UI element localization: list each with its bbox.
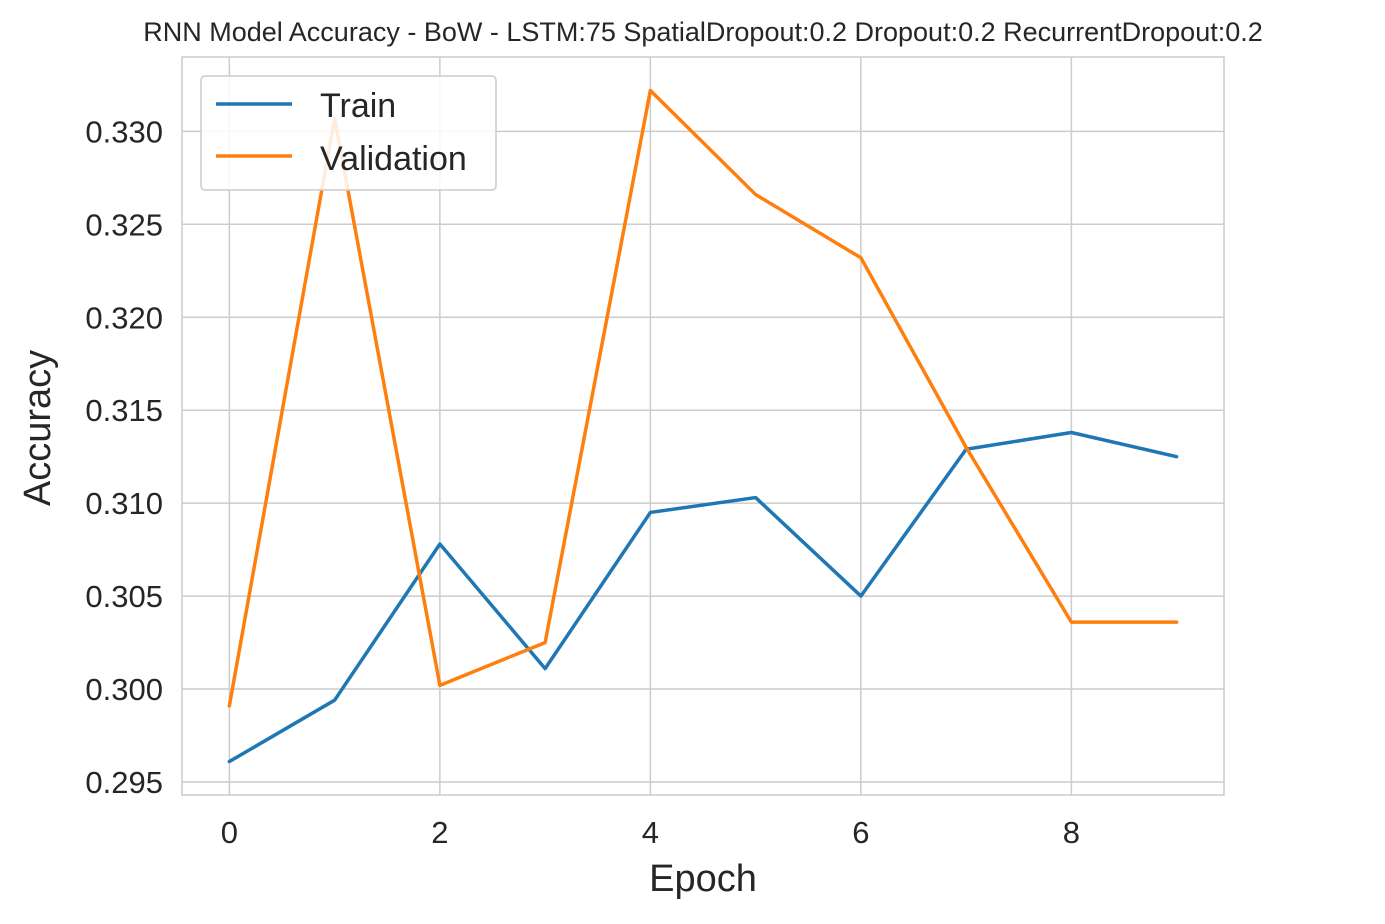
y-tick-label: 0.295: [85, 765, 163, 800]
legend-label-train: Train: [320, 87, 396, 125]
legend-label-validation: Validation: [320, 140, 467, 178]
y-tick-label: 0.320: [85, 300, 163, 335]
plot-frame: [181, 56, 1225, 796]
tick-labels: 0 2 4 6 8 0.295 0.300 0.305 0.310 0.315 0.320 0.325…: [85, 114, 1080, 850]
x-tick-label: 8: [1063, 815, 1080, 850]
x-axis-label: Epoch: [649, 858, 757, 900]
y-tick-label: 0.315: [85, 393, 163, 428]
x-tick-label: 2: [431, 815, 448, 850]
x-tick-label: 6: [852, 815, 869, 850]
legend: Train Validation: [200, 75, 497, 191]
chart-title: RNN Model Accuracy - BoW - LSTM:75 Spati…: [143, 17, 1263, 47]
x-tick-label: 4: [642, 815, 659, 850]
y-tick-label: 0.300: [85, 672, 163, 707]
x-tick-label: 0: [221, 815, 238, 850]
series-line-train: [227, 430, 1179, 764]
y-tick-label: 0.305: [85, 579, 163, 614]
y-tick-label: 0.325: [85, 207, 163, 242]
series-line-validation: [227, 88, 1179, 708]
y-axis-label: Accuracy: [17, 350, 59, 506]
y-tick-label: 0.310: [85, 486, 163, 521]
y-tick-label: 0.330: [85, 114, 163, 149]
series-lines: [227, 88, 1179, 764]
